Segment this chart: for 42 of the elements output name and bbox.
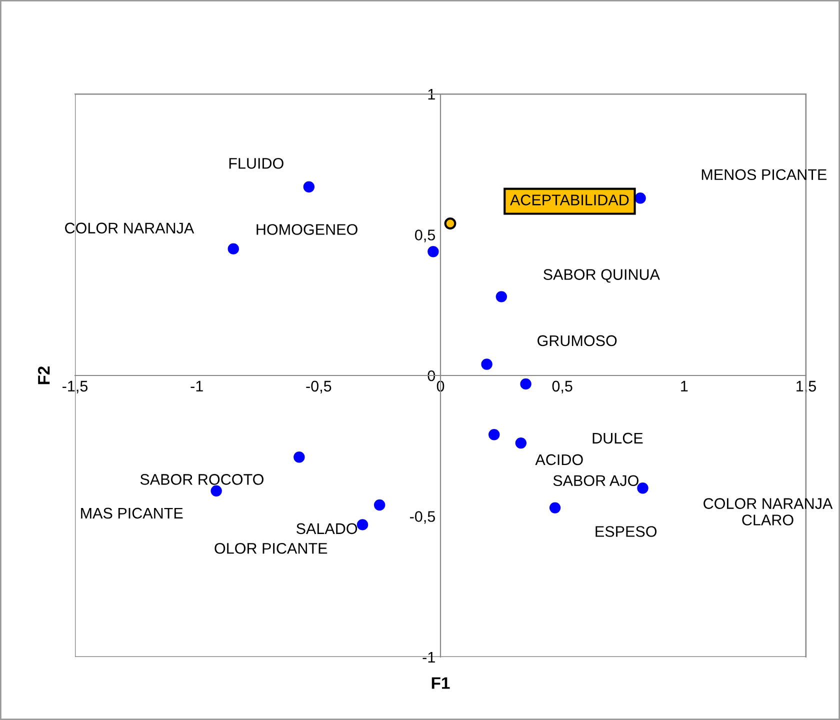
x-axis-title: F1 — [432, 677, 450, 689]
x-tick-label: -1 — [190, 380, 203, 392]
point — [481, 358, 492, 370]
point — [488, 429, 500, 440]
point — [515, 437, 527, 449]
annotation: ACEPTABILIDAD — [510, 194, 629, 206]
annotation: SABOR QUINUA — [544, 269, 660, 283]
annotation: MENOS PICANTE — [702, 169, 826, 180]
annotation: HOMOGENEO — [256, 224, 358, 235]
point — [549, 502, 561, 514]
point — [303, 181, 315, 192]
point — [294, 452, 305, 463]
annotation: SALADO — [296, 523, 358, 534]
annotation: ACIDO — [535, 454, 583, 466]
annotation: SABOR ROCOTO — [140, 474, 264, 485]
annotation: SABOR AJO — [553, 475, 638, 486]
annotation: COLOR NARANJA CLARO — [704, 498, 833, 526]
point — [428, 246, 439, 258]
point — [634, 192, 646, 204]
annotation: DULCE — [592, 432, 643, 444]
x-tick-label: 0,5 — [552, 380, 572, 394]
annotation: COLOR NARANJA — [65, 222, 194, 234]
point — [228, 243, 239, 254]
point — [496, 291, 508, 302]
y-tick-label: -0,5 — [410, 511, 435, 524]
annotation: OLOR PICANTE — [214, 542, 328, 554]
point — [444, 218, 456, 230]
annotation: MAS PICANTE — [81, 508, 183, 519]
annotation: ESPESO — [596, 526, 657, 537]
y-axis-title: F2 — [38, 366, 50, 384]
x-tick-label: -0,5 — [306, 380, 332, 394]
point — [520, 378, 532, 390]
x-tick-label: 1 — [681, 380, 688, 392]
point — [356, 519, 368, 530]
annotation: GRUMOSO — [538, 335, 617, 346]
point — [374, 499, 386, 511]
point — [210, 485, 222, 497]
y-tick-label: 0,5 — [415, 230, 435, 242]
y-tick-label: -1 — [422, 652, 435, 663]
x-tick-label: -1,5 — [62, 380, 88, 394]
annotation: FLUIDO — [229, 158, 284, 169]
point — [637, 482, 648, 494]
